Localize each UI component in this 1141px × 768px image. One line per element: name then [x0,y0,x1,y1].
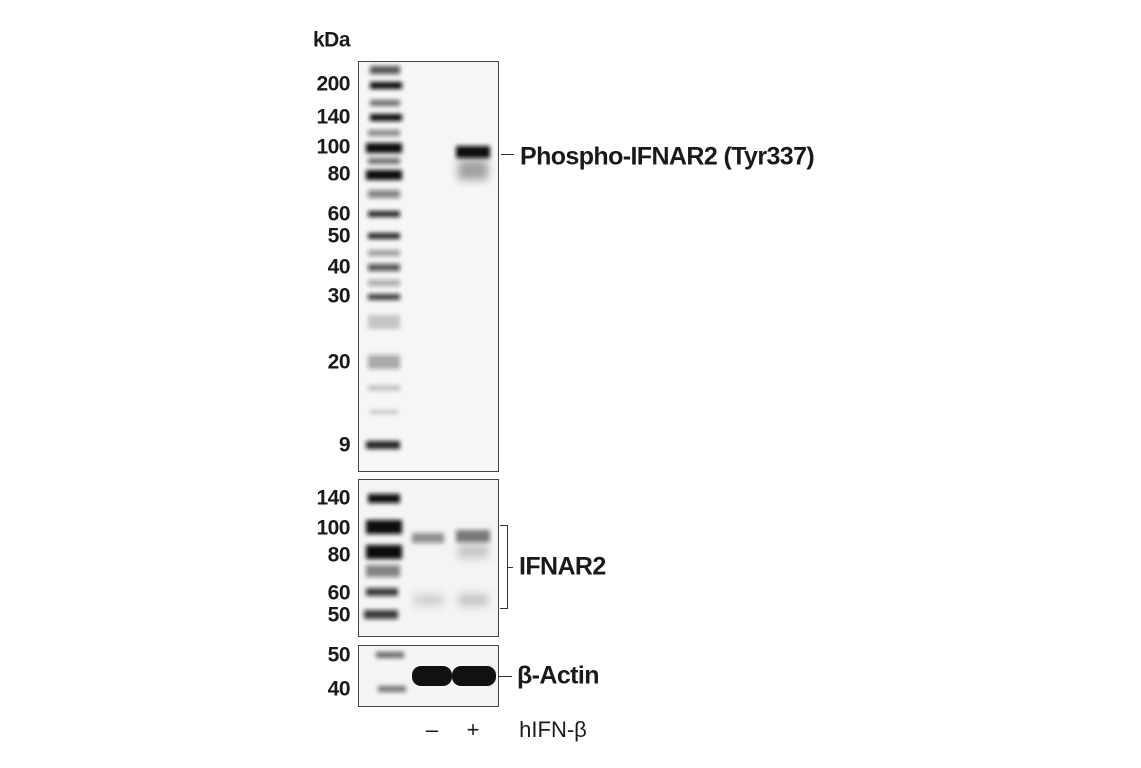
marker-label: 40 [327,255,351,279]
marker-label: 20 [327,350,351,374]
target-label-beta-actin: β-Actin [517,661,599,690]
marker-label: 100 [316,135,350,159]
marker-label: 30 [327,284,351,308]
marker-label: 50 [327,224,351,248]
kda-unit-label: kDa [312,28,351,52]
marker-label: 40 [327,677,351,701]
blot-panel-actin [358,645,499,707]
marker-label: 140 [316,105,350,129]
treatment-label: hIFN-β [519,717,587,742]
lane-label-untreated: – [425,717,439,742]
marker-label: 80 [327,162,351,186]
marker-label: 80 [327,543,351,567]
target-label-phospho-ifnar2: Phospho-IFNAR2 (Tyr337) [520,142,815,171]
marker-label: 50 [327,603,351,627]
marker-label: 60 [327,202,351,226]
marker-label: 50 [327,643,351,667]
target-label-ifnar2: IFNAR2 [519,552,606,581]
blot-panel-ifnar2 [358,479,499,637]
marker-label: 60 [327,581,351,605]
marker-label: 200 [316,72,350,96]
marker-label: 140 [316,486,350,510]
lane-label-treated: + [466,717,480,742]
blot-panel-phospho [358,61,499,472]
ifnar2-bracket [500,525,513,609]
marker-label: 100 [316,516,350,540]
marker-label: 9 [338,433,351,457]
